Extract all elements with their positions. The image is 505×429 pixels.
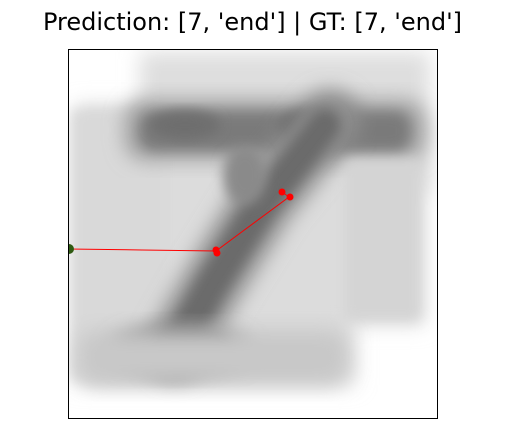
trajectory-point <box>278 188 286 196</box>
trajectory <box>68 188 294 257</box>
figure-title: Prediction: [7, 'end'] | GT: [7, 'end'] <box>42 8 463 36</box>
axes-frame <box>68 49 438 419</box>
trajectory-point <box>213 249 221 257</box>
trajectory-point <box>286 193 294 201</box>
digit-image <box>72 52 430 385</box>
trajectory-start-marker <box>68 244 74 254</box>
